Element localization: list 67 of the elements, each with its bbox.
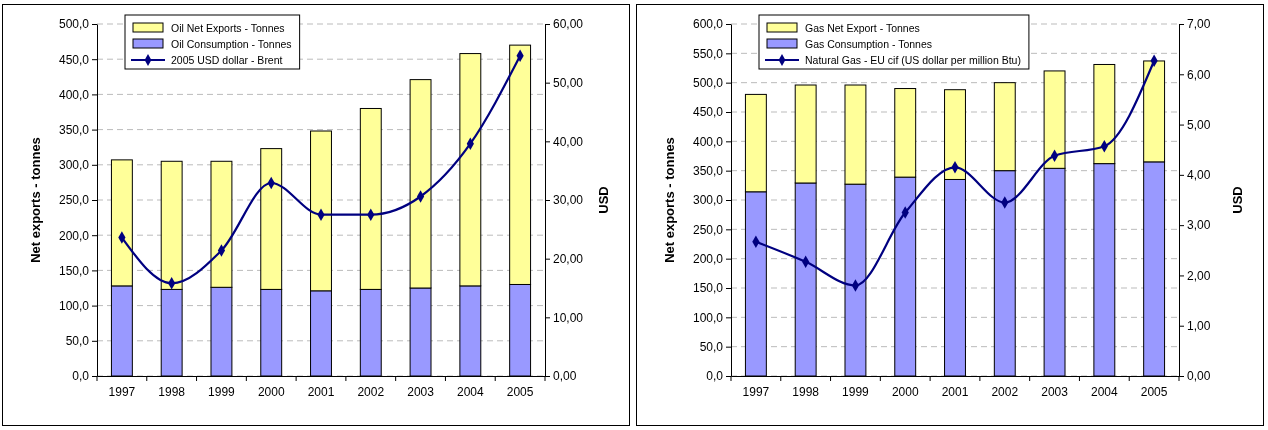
y-tick-label: 400,0 bbox=[58, 87, 90, 102]
y-tick-label: 300,0 bbox=[58, 158, 90, 173]
y-axis-title: Net exports - tonnes bbox=[662, 137, 677, 263]
y-tick-label: 300,0 bbox=[692, 193, 724, 208]
x-tick-label: 2004 bbox=[1090, 384, 1118, 399]
y-tick-label: 200,0 bbox=[58, 228, 90, 243]
y-tick-label: 100,0 bbox=[692, 310, 724, 325]
x-tick-label: 2005 bbox=[1140, 384, 1168, 399]
y-tick-label: 450,0 bbox=[58, 52, 90, 67]
y-tick-label: 50,0 bbox=[65, 334, 90, 349]
x-tick-label: 2000 bbox=[891, 384, 919, 399]
y-tick-label: 450,0 bbox=[692, 105, 724, 120]
y-axis-title: Net exports - tonnes bbox=[28, 137, 43, 263]
x-tick-label: 2004 bbox=[456, 384, 484, 399]
x-tick-label: 2001 bbox=[307, 384, 335, 399]
y-tick-label: 500,0 bbox=[58, 17, 90, 32]
x-tick-label: 1999 bbox=[208, 384, 236, 399]
x-tick-label: 1997 bbox=[108, 384, 136, 399]
y-tick-label: 550,0 bbox=[692, 46, 724, 61]
x-tick-label: 2002 bbox=[357, 384, 385, 399]
x-tick-label: 1997 bbox=[742, 384, 770, 399]
x-tick-label: 2005 bbox=[506, 384, 534, 399]
legend-label: Gas Consumption - Tonnes bbox=[805, 37, 933, 50]
y-tick-label: 0,0 bbox=[72, 369, 90, 384]
x-tick-label: 1998 bbox=[792, 384, 820, 399]
y-tick-label: 500,0 bbox=[692, 76, 724, 91]
y-tick-label: 250,0 bbox=[58, 193, 90, 208]
x-tick-label: 2003 bbox=[1041, 384, 1069, 399]
y-tick-label: 150,0 bbox=[692, 281, 724, 296]
legend-label: Oil Net Exports - Tonnes bbox=[171, 21, 285, 34]
y2-axis-title: USD bbox=[1230, 186, 1245, 214]
x-tick-label: 1998 bbox=[158, 384, 186, 399]
legend-label: Gas Net Export - Tonnes bbox=[805, 21, 920, 34]
y-tick-label: 200,0 bbox=[692, 252, 724, 267]
y2-axis-title: USD bbox=[596, 186, 611, 214]
y2-tick-label: 40,00 bbox=[553, 134, 584, 149]
y2-tick-label: 50,00 bbox=[553, 76, 584, 91]
x-tick-label: 2000 bbox=[257, 384, 285, 399]
legend-label: 2005 USD dollar - Brent bbox=[171, 53, 283, 66]
y-tick-label: 50,0 bbox=[699, 340, 724, 355]
y-tick-label: 600,0 bbox=[692, 17, 724, 32]
legend-label: Oil Consumption - Tonnes bbox=[171, 37, 292, 50]
y2-tick-label: 0,00 bbox=[553, 369, 577, 384]
x-tick-label: 2001 bbox=[941, 384, 969, 399]
y2-tick-label: 10,00 bbox=[553, 310, 584, 325]
y2-tick-label: 60,00 bbox=[553, 17, 584, 32]
y2-tick-label: 2,00 bbox=[1187, 268, 1211, 283]
y2-tick-label: 20,00 bbox=[553, 252, 584, 267]
y2-tick-label: 0,00 bbox=[1187, 369, 1211, 384]
y2-tick-label: 5,00 bbox=[1187, 117, 1211, 132]
y2-tick-label: 6,00 bbox=[1187, 67, 1211, 82]
y2-tick-label: 3,00 bbox=[1187, 218, 1211, 233]
legend-label: Natural Gas - EU cif (US dollar per million Btu) bbox=[805, 53, 1021, 66]
y2-tick-label: 1,00 bbox=[1187, 319, 1211, 334]
y2-tick-label: 30,00 bbox=[553, 193, 584, 208]
y-tick-label: 0,0 bbox=[706, 369, 724, 384]
y-tick-label: 350,0 bbox=[692, 164, 724, 179]
y-tick-label: 400,0 bbox=[692, 134, 724, 149]
y-tick-label: 100,0 bbox=[58, 298, 90, 313]
y2-tick-label: 4,00 bbox=[1187, 168, 1211, 183]
x-tick-label: 1999 bbox=[842, 384, 870, 399]
y2-tick-label: 7,00 bbox=[1187, 17, 1211, 32]
y-tick-label: 350,0 bbox=[58, 122, 90, 137]
y-tick-label: 250,0 bbox=[692, 222, 724, 237]
y-tick-label: 150,0 bbox=[58, 263, 90, 278]
x-tick-label: 2002 bbox=[991, 384, 1019, 399]
x-tick-label: 2003 bbox=[407, 384, 435, 399]
